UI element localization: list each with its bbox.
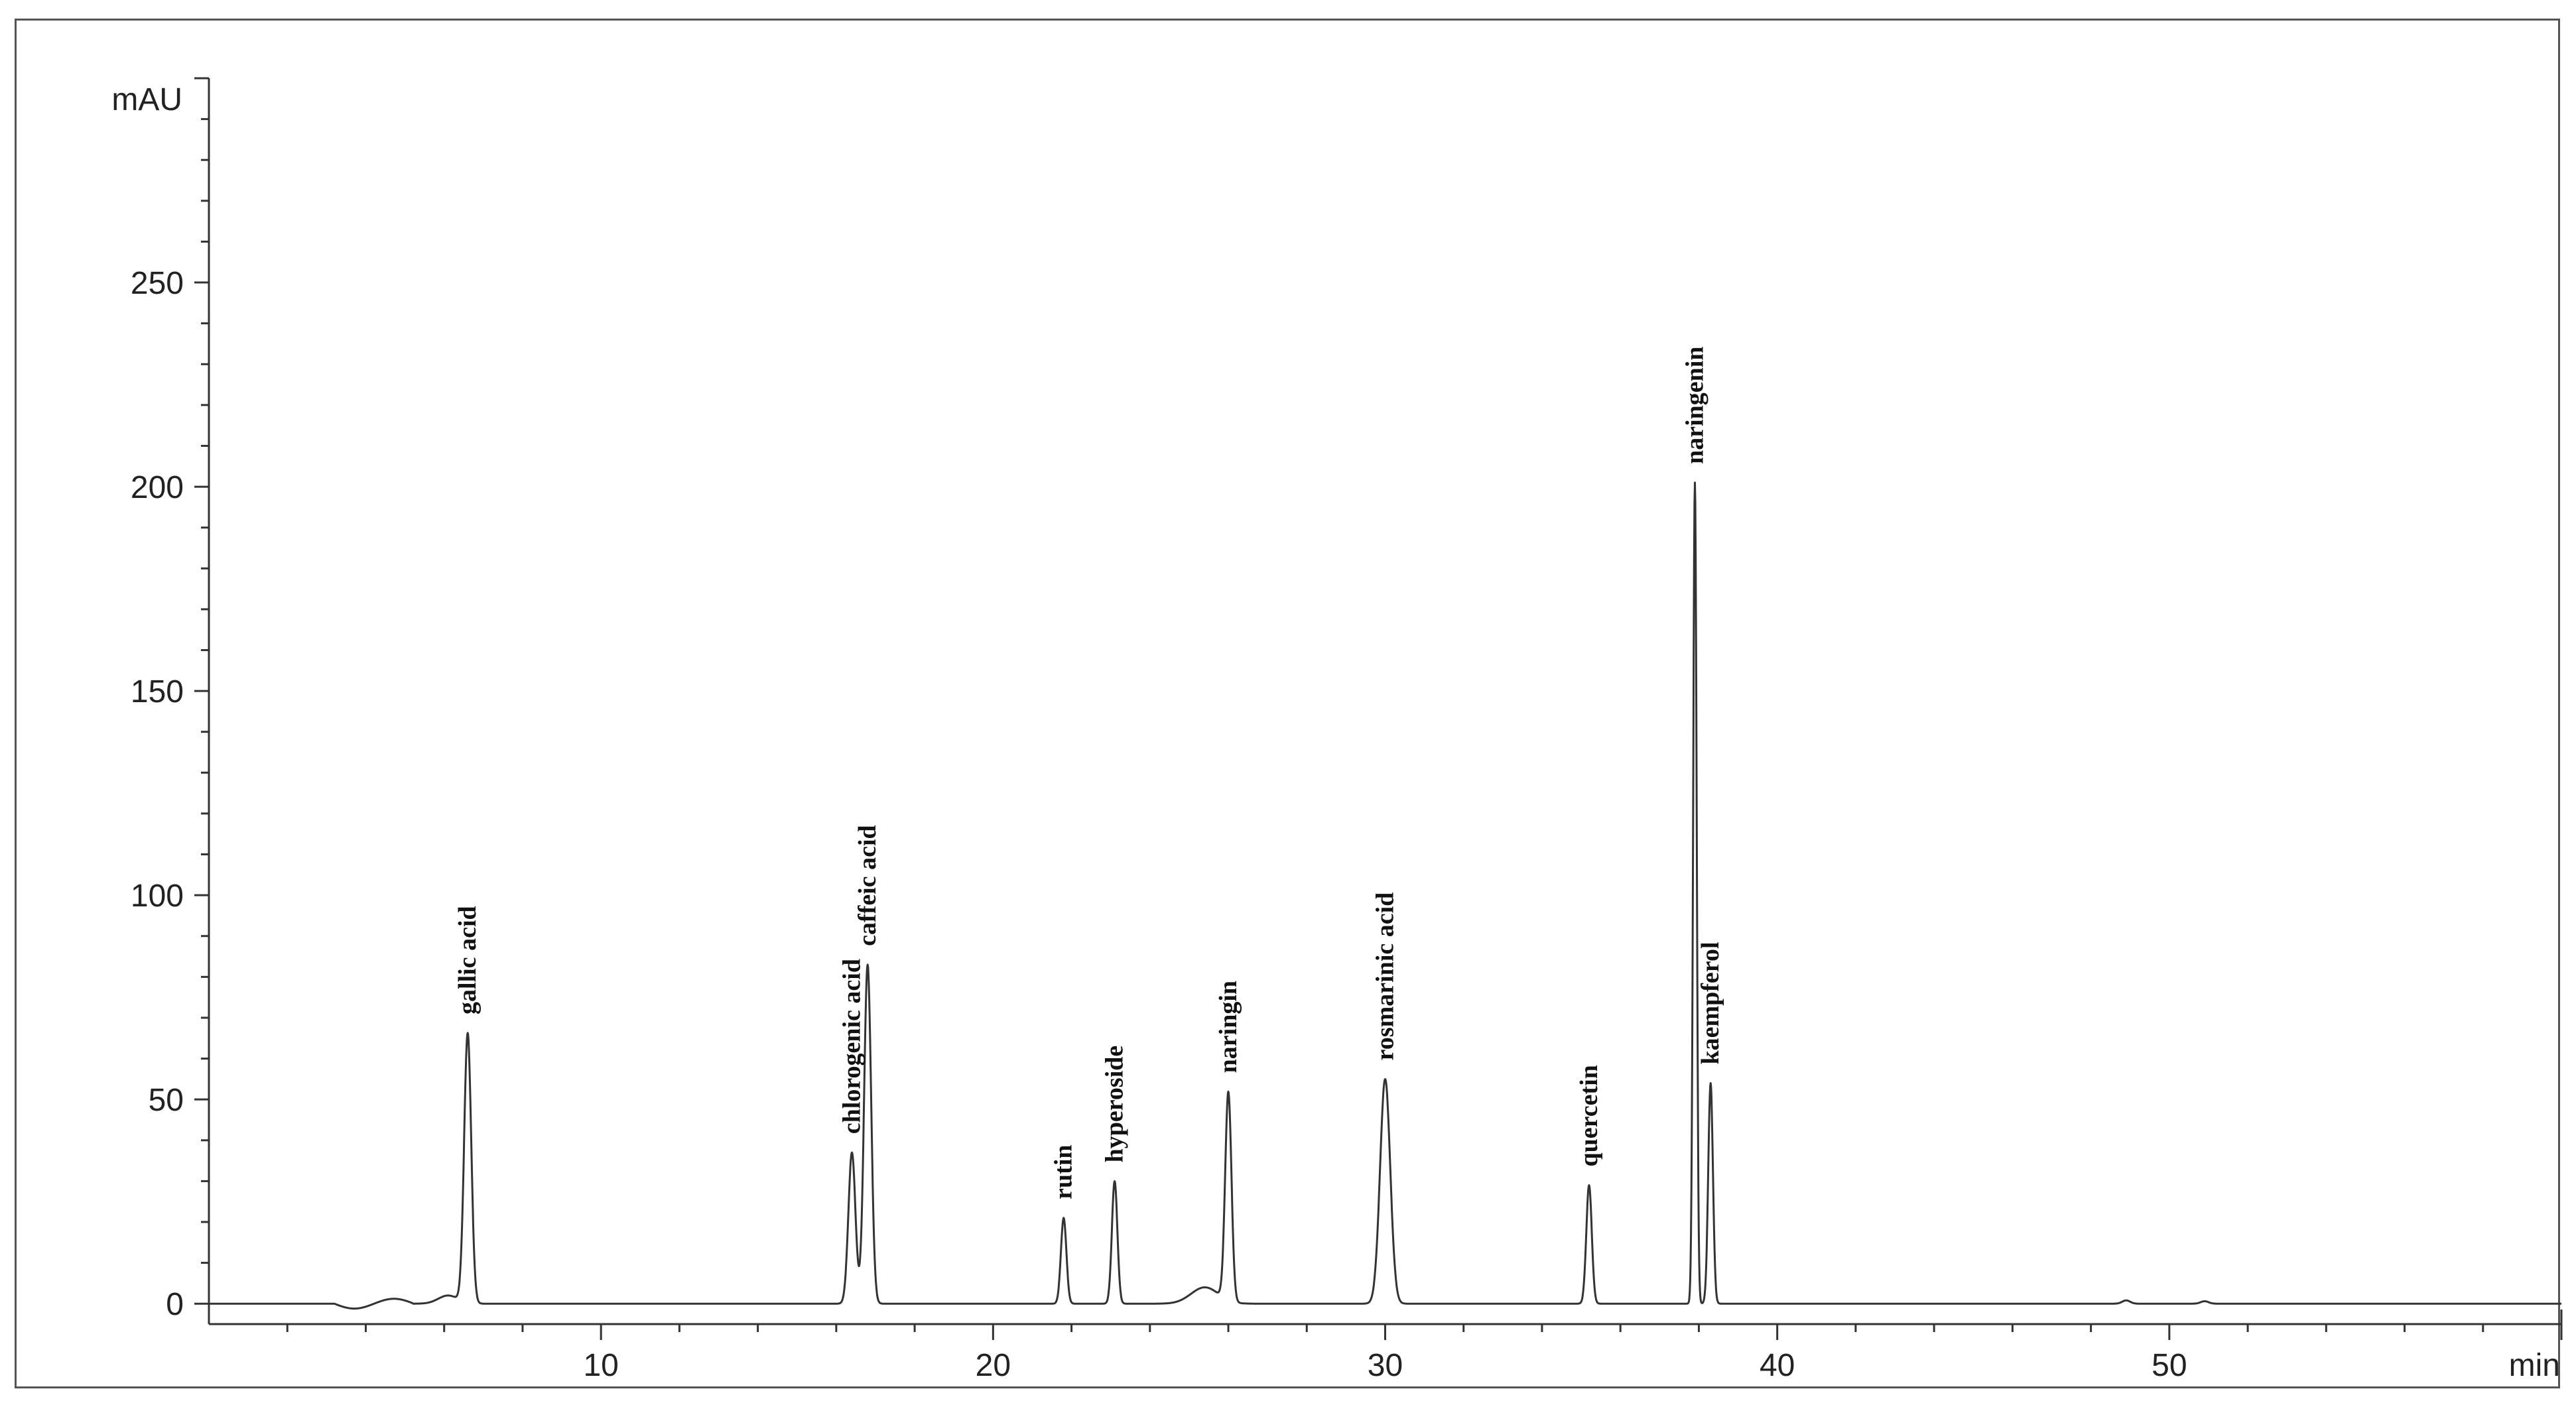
peak-label: rosmarinic acid (1372, 892, 1399, 1061)
x-tick-label: 30 (1368, 1348, 1403, 1383)
peak-label: hyperoside (1101, 1046, 1129, 1163)
x-tick-label: 50 (2152, 1348, 2187, 1383)
peak-label: kaempferol (1697, 942, 1724, 1064)
x-axis: 10 20 30 40 50 min (209, 1310, 2563, 1383)
y-axis-unit-label: mAU (111, 82, 182, 117)
y-tick-label: 150 (131, 674, 184, 709)
peak-label: rutin (1050, 1144, 1078, 1199)
x-axis-unit-label: min (2509, 1348, 2560, 1383)
y-tick-label: 100 (131, 879, 184, 914)
peak-label: caffeic acid (854, 825, 881, 946)
y-tick-label: 200 (131, 470, 184, 505)
y-axis: 0 50 100 150 200 250 mAU (111, 77, 210, 1324)
x-tick-label: 40 (1760, 1348, 1795, 1383)
chromatogram-trace (208, 481, 2562, 1310)
chart-frame (15, 19, 2560, 1388)
y-tick-label: 0 (166, 1287, 184, 1322)
y-tick-label: 250 (131, 266, 184, 301)
peak-label: chlorogenic acid (838, 959, 866, 1134)
peak-label: gallic acid (454, 906, 482, 1014)
y-tick-label: 50 (149, 1083, 184, 1118)
peak-label: quercetin (1575, 1065, 1603, 1166)
x-tick-label: 20 (976, 1348, 1011, 1383)
peak-labels: gallic acid chlorogenic acid caffeic acid r… (454, 347, 1724, 1199)
x-tick-label: 10 (583, 1348, 618, 1383)
peak-label: naringin (1214, 981, 1242, 1073)
peak-label: naringenin (1681, 347, 1709, 464)
